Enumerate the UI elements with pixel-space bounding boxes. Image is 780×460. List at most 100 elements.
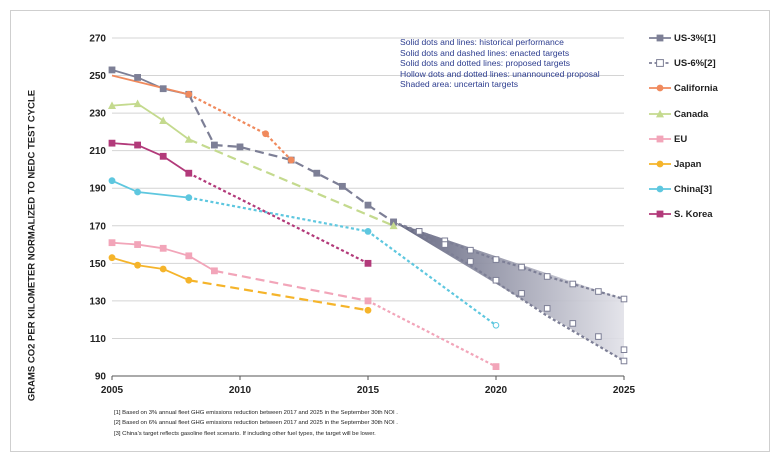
series-line [188, 93, 292, 161]
data-point [389, 221, 398, 230]
data-point [364, 228, 372, 235]
data-point [134, 188, 142, 196]
data-point [134, 241, 141, 248]
data-point [364, 306, 372, 314]
data-point [467, 258, 474, 265]
data-point [108, 66, 116, 74]
data-point [518, 263, 525, 271]
x-tick-label: 2025 [613, 385, 636, 396]
data-point [656, 84, 664, 92]
x-tick-label: 2015 [357, 385, 380, 396]
series-line [188, 138, 395, 227]
data-point [159, 244, 167, 252]
footnote: [2] Based on 6% annual fleet GHG emissio… [114, 420, 398, 427]
legend-item: California [648, 80, 768, 105]
data-point [492, 256, 500, 263]
legend-swatch [649, 185, 671, 193]
data-point [159, 116, 168, 125]
data-point [287, 156, 295, 164]
y-tick-label: 230 [89, 109, 106, 120]
y-tick-label: 210 [89, 146, 106, 157]
series-line [111, 74, 190, 96]
legend-swatch [649, 59, 671, 68]
legend-swatch [649, 34, 671, 42]
chart-annotations: Solid dots and lines: historical perform… [400, 37, 600, 90]
data-point [134, 261, 142, 269]
data-point [415, 228, 423, 235]
data-point [656, 109, 664, 117]
y-axis-label: GRAMS CO2 PER KILOMETER NORMALIZED TO NE… [26, 89, 38, 402]
data-point [569, 280, 577, 288]
series-line [187, 93, 395, 223]
data-point [184, 135, 193, 143]
uncertain-target-area [393, 222, 624, 361]
legend-item: US-6%[2] [648, 55, 768, 80]
data-point [159, 152, 167, 160]
data-point [339, 182, 346, 190]
y-tick-label: 90 [95, 372, 107, 383]
data-point [595, 333, 602, 340]
legend-swatch [649, 109, 671, 117]
data-point [108, 254, 116, 262]
data-point [656, 210, 664, 218]
data-point [656, 135, 664, 143]
legend-label: US-6%[2] [674, 58, 716, 70]
legend-item: Japan [648, 156, 768, 181]
legend-label: Canada [674, 108, 709, 120]
footnotes: [1] Based on 3% annual fleet GHG emissio… [114, 408, 398, 439]
data-point [108, 239, 116, 247]
data-point [492, 276, 500, 284]
chart-frame [10, 10, 770, 452]
y-tick-label: 270 [89, 34, 106, 45]
series-line [111, 256, 190, 282]
data-point [441, 241, 449, 248]
data-point [518, 290, 525, 297]
data-point [262, 130, 269, 138]
series-line [111, 102, 190, 141]
data-point [364, 259, 372, 267]
data-point [467, 246, 474, 254]
legend-label: California [674, 83, 718, 95]
data-point [543, 273, 551, 280]
legend-label: EU [674, 133, 688, 145]
x-tick-label: 2005 [101, 385, 124, 396]
data-point [595, 288, 602, 295]
x-tick-label: 2020 [485, 385, 508, 396]
data-point [108, 139, 116, 147]
series-line [188, 279, 369, 312]
data-point [656, 185, 664, 193]
legend-item: China[3] [648, 181, 768, 206]
series-line [188, 172, 369, 265]
data-point [620, 295, 628, 303]
data-point [159, 85, 167, 93]
series-line [393, 220, 625, 301]
data-point [569, 320, 577, 327]
legend-swatch [649, 135, 671, 143]
legend-label: US-3%[1] [674, 33, 716, 44]
data-point [185, 252, 193, 260]
legend: US-3%[1] US-6%[2] California Canada EU Japan C… [648, 30, 768, 232]
legend-swatch [649, 84, 671, 92]
data-point [543, 305, 551, 312]
y-tick-label: 130 [89, 296, 106, 307]
footnote: [3] China's target reflects gasoline fle… [114, 430, 376, 437]
data-point [185, 194, 193, 202]
annotation-line: Shaded area: uncertain targets [400, 79, 519, 90]
data-point [185, 90, 193, 98]
data-point [364, 297, 372, 305]
y-tick-label: 170 [89, 221, 106, 232]
series-line [214, 269, 369, 302]
data-point [656, 59, 664, 68]
annotation-line: Solid dots and dotted lines: proposed ta… [400, 58, 571, 69]
data-point [656, 34, 664, 42]
data-point [134, 141, 141, 149]
data-point [492, 363, 500, 371]
annotation-line: Solid dots and lines: historical perform… [400, 37, 564, 47]
legend-label: Japan [674, 158, 702, 170]
data-point [656, 160, 664, 168]
data-point [236, 143, 244, 151]
y-tick-label: 110 [90, 334, 107, 345]
legend-swatch [649, 160, 671, 168]
annotation-line: Hollow dots and dotted lines: unannounce… [400, 68, 600, 79]
